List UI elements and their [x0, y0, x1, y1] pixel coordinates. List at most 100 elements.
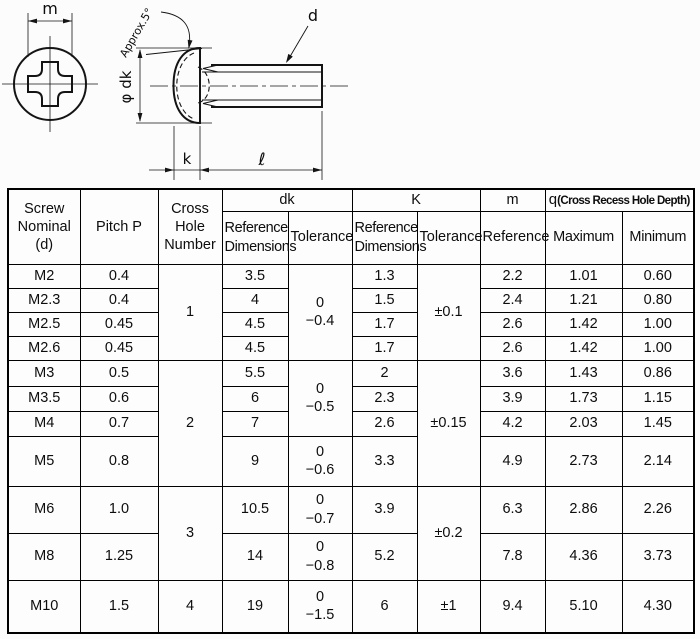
cell-dk-reference: 19 [221, 579, 289, 634]
label-d: d [308, 6, 318, 25]
header-dk: dk [221, 188, 353, 212]
cell-dk-tolerance: 0 −1.5 [287, 579, 353, 634]
leader-approx-angle [160, 11, 193, 49]
cell-q-maximum: 2.03 [544, 410, 623, 437]
cell-dk-reference: 4.5 [221, 311, 289, 337]
cell-screw-nominal: M2.6 [7, 335, 81, 361]
table-row: M2.5 0.45 4.5 1.7 2.6 1.42 1.00 [7, 311, 695, 337]
cell-q-minimum: 2.14 [621, 435, 695, 487]
label-k: k [183, 150, 192, 168]
cell-pitch: 0.45 [79, 311, 159, 337]
cell-q-minimum: 0.86 [621, 359, 695, 387]
cell-dk-tolerance: 0 −0.7 [287, 485, 353, 534]
cell-pitch: 0.5 [79, 359, 159, 387]
dimension-m [27, 13, 73, 57]
header-q-minimum: Minimum [621, 210, 695, 265]
label-phi-dk: φ dk [117, 70, 135, 103]
cell-pitch: 0.45 [79, 335, 159, 361]
cell-dk-tolerance: 0 −0.5 [287, 359, 353, 437]
cell-pitch: 0.6 [79, 385, 159, 412]
header-k-reference-dimensions: Reference Dimensions [351, 210, 427, 265]
header-q: q(Cross Recess Hole Depth) [544, 188, 695, 212]
table-row: M3 0.5 2 5.5 0 −0.5 2 ±0.15 3.6 1.43 0.8… [7, 359, 695, 487]
cell-dk-reference: 10.5 [221, 485, 289, 534]
header-q-letter: q [548, 190, 558, 208]
cell-screw-nominal: M10 [7, 579, 81, 634]
cell-q-maximum: 1.42 [544, 311, 623, 337]
dimension-phi-dk [137, 49, 143, 122]
cell-q-minimum: 2.26 [621, 485, 695, 534]
cell-k-reference: 1.3 [351, 263, 418, 289]
cell-q-maximum: 1.42 [544, 335, 623, 361]
cross-recess-outline [27, 61, 73, 107]
cell-cross-hole-number: 2 [157, 359, 223, 487]
cell-screw-nominal: M2.5 [7, 311, 81, 337]
header-pitch: Pitch P [79, 188, 159, 265]
cell-m-reference: 2.6 [479, 335, 546, 361]
cell-dk-reference: 5.5 [221, 359, 289, 387]
leader-d [286, 25, 309, 63]
cell-dk-reference: 4 [221, 287, 289, 313]
table-row: M4 0.7 7 2.6 4.2 2.03 1.45 [7, 410, 695, 437]
cell-q-maximum: 1.73 [544, 385, 623, 412]
header-cross-hole-number: Cross Hole Number [157, 188, 223, 265]
table-row: M2.6 0.45 4.5 1.7 2.6 1.42 1.00 [7, 335, 695, 361]
recess-tip-arc [197, 66, 210, 104]
arrow-left [28, 18, 37, 24]
cell-cross-hole-number: 4 [157, 579, 223, 634]
cell-k-tolerance: ±0.1 [416, 263, 481, 361]
cell-pitch: 1.25 [79, 532, 159, 581]
header-k-tolerance: Tolerance [416, 210, 482, 265]
cell-q-maximum: 2.73 [544, 435, 623, 487]
cell-pitch: 1.0 [79, 485, 159, 534]
cell-k-reference: 2.6 [351, 410, 418, 437]
cell-m-reference: 2.6 [479, 311, 546, 337]
cell-k-tolerance: ±1 [416, 579, 481, 634]
cell-q-maximum: 1.43 [544, 359, 623, 387]
screw-side-view [136, 11, 348, 180]
cell-cross-hole-number: 1 [157, 263, 223, 361]
arrow-d [286, 53, 293, 63]
arrow-up [137, 49, 143, 58]
label-approx-angle: Approx.5° [117, 6, 156, 60]
header-dk-tolerance: Tolerance [287, 210, 353, 265]
cell-k-tolerance: ±0.2 [416, 485, 481, 581]
cell-m-reference: 9.4 [479, 579, 546, 634]
cell-screw-nominal: M4 [7, 410, 81, 437]
cell-k-reference: 1.5 [351, 287, 418, 313]
cell-pitch: 0.8 [79, 435, 159, 487]
arrow-down [137, 113, 143, 122]
cell-q-maximum: 5.10 [544, 579, 623, 634]
cell-q-minimum: 0.60 [621, 263, 695, 289]
table-row: M10 1.5 4 19 0 −1.5 6 ±1 9.4 5.10 4.30 [7, 579, 695, 634]
cell-q-minimum: 4.30 [621, 579, 695, 634]
cell-pitch: 0.7 [79, 410, 159, 437]
header-m: m [479, 188, 546, 212]
cell-k-reference: 1.7 [351, 311, 418, 337]
cell-m-reference: 3.6 [479, 359, 546, 387]
dimension-k-and-length [149, 111, 323, 180]
header-dk-reference-dimensions: Reference Dimensions [221, 210, 297, 265]
header-q-maximum: Maximum [544, 210, 623, 265]
cell-q-minimum: 1.15 [621, 385, 695, 412]
cell-dk-tolerance: 0 −0.4 [287, 263, 353, 361]
cell-dk-reference: 6 [221, 385, 289, 412]
cell-dk-reference: 7 [221, 410, 289, 437]
cell-screw-nominal: M3.5 [7, 385, 81, 412]
cell-m-reference: 7.8 [479, 532, 546, 581]
cell-m-reference: 6.3 [479, 485, 546, 534]
cell-m-reference: 4.9 [479, 435, 546, 487]
table-row: M2 0.4 1 3.5 0 −0.4 1.3 ±0.1 2.2 1.01 0.… [7, 263, 695, 361]
arrow-right [63, 18, 72, 24]
cell-m-reference: 3.9 [479, 385, 546, 412]
head-side-outline [172, 46, 201, 125]
cell-m-reference: 2.2 [479, 263, 546, 289]
cell-screw-nominal: M3 [7, 359, 81, 387]
table-row: M6 1.0 3 10.5 0 −0.7 3.9 ±0.2 6.3 2.86 2… [7, 485, 695, 581]
screw-technical-drawing: m Approx.5° d φ dk k ℓ [0, 0, 700, 187]
label-length: ℓ [257, 150, 265, 170]
cell-screw-nominal: M5 [7, 435, 81, 487]
cell-k-reference: 5.2 [351, 532, 418, 581]
cell-screw-nominal: M6 [7, 485, 81, 534]
